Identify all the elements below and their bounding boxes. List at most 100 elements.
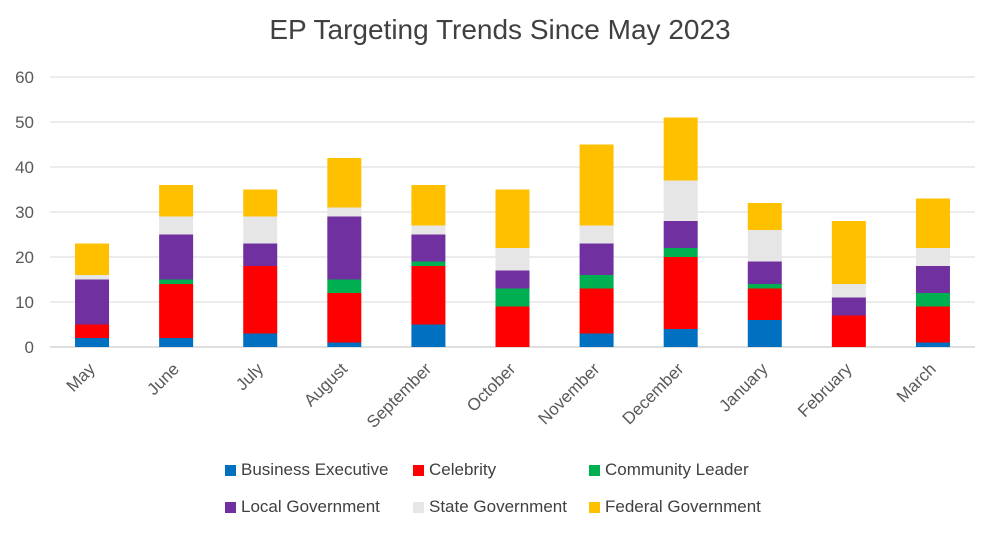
legend-label: State Government bbox=[429, 497, 567, 516]
legend-item: Federal Government bbox=[589, 497, 761, 517]
bar-segment bbox=[663, 221, 698, 248]
bar-segment bbox=[411, 266, 446, 325]
bar-segment bbox=[243, 216, 278, 244]
bar-segment bbox=[159, 284, 194, 338]
bar-segment bbox=[831, 297, 866, 316]
bar-segment bbox=[747, 284, 782, 289]
bar-segment bbox=[663, 257, 698, 329]
y-tick-label: 40 bbox=[15, 158, 34, 177]
bar-segment bbox=[327, 293, 362, 343]
bar-segment bbox=[159, 216, 194, 235]
x-tick-label: January bbox=[715, 359, 772, 416]
bar-segment bbox=[747, 320, 782, 347]
bar-segment bbox=[327, 216, 362, 280]
bar-segment bbox=[75, 338, 110, 347]
x-axis-tick-labels: May June July August September October Novembe… bbox=[63, 359, 940, 432]
bar-segment bbox=[75, 279, 110, 325]
bar-segment bbox=[831, 221, 866, 284]
bar-segment bbox=[75, 243, 110, 275]
bar-segment bbox=[747, 261, 782, 284]
x-tick-label: October bbox=[463, 359, 519, 415]
bar-segment bbox=[915, 342, 950, 347]
bar-segment bbox=[495, 288, 530, 307]
bar-segment bbox=[747, 203, 782, 230]
y-tick-label: 50 bbox=[15, 113, 34, 132]
x-tick-label: September bbox=[363, 359, 435, 431]
bar-segment bbox=[243, 243, 278, 266]
x-tick-label: November bbox=[535, 359, 604, 428]
bar-segment bbox=[159, 279, 194, 284]
y-tick-label: 20 bbox=[15, 248, 34, 267]
x-tick-label: August bbox=[300, 359, 351, 410]
legend-swatch bbox=[589, 501, 600, 513]
bar-segment bbox=[327, 158, 362, 208]
legend-label: Community Leader bbox=[605, 460, 749, 479]
bar-segment bbox=[327, 342, 362, 347]
bar-segment bbox=[915, 293, 950, 307]
bar-segment bbox=[915, 266, 950, 293]
bar-segment bbox=[915, 306, 950, 343]
y-tick-label: 60 bbox=[15, 68, 34, 87]
bar-segment bbox=[411, 234, 446, 262]
y-tick-label: 30 bbox=[15, 203, 34, 222]
bar-segment bbox=[495, 189, 530, 248]
x-tick-label: March bbox=[893, 359, 940, 406]
bar-segment bbox=[159, 338, 194, 347]
bar-segment bbox=[663, 180, 698, 221]
bar-segment bbox=[243, 266, 278, 334]
legend-swatch bbox=[225, 501, 236, 513]
chart-title: EP Targeting Trends Since May 2023 bbox=[269, 14, 731, 45]
legend-item: Local Government bbox=[225, 497, 380, 517]
legend-item: Celebrity bbox=[413, 460, 496, 480]
bar-segment bbox=[411, 324, 446, 347]
bar-segment bbox=[75, 275, 110, 280]
bar-segment bbox=[411, 185, 446, 226]
legend-swatch bbox=[413, 501, 424, 513]
y-axis-tick-labels: 0 10 20 30 40 50 60 bbox=[15, 68, 34, 357]
bar-segment bbox=[159, 234, 194, 280]
y-tick-label: 10 bbox=[15, 293, 34, 312]
bar-segment bbox=[579, 333, 614, 347]
bar-segment bbox=[579, 225, 614, 244]
bar-segment bbox=[915, 198, 950, 248]
bar-segment bbox=[663, 329, 698, 347]
bar-segment bbox=[159, 185, 194, 217]
bar-segment bbox=[663, 117, 698, 181]
bar-segment bbox=[243, 333, 278, 347]
legend-label: Federal Government bbox=[605, 497, 761, 516]
bar-segment bbox=[411, 225, 446, 235]
legend-swatch bbox=[413, 464, 424, 476]
legend-label: Local Government bbox=[241, 497, 380, 516]
bar-segment bbox=[579, 243, 614, 275]
legend-label: Business Executive bbox=[241, 460, 389, 479]
legend-swatch bbox=[225, 464, 236, 476]
bar-segment bbox=[327, 207, 362, 217]
legend-swatch bbox=[589, 464, 600, 476]
bar-segment bbox=[747, 230, 782, 262]
bar-segment bbox=[915, 248, 950, 266]
bar-segment bbox=[579, 275, 614, 289]
bar-segment bbox=[495, 270, 530, 289]
bar-segment bbox=[831, 284, 866, 298]
x-tick-label: June bbox=[143, 359, 183, 399]
bar-segment bbox=[243, 189, 278, 217]
bar-segment bbox=[663, 248, 698, 257]
bar-segment bbox=[495, 306, 530, 347]
bar-segment bbox=[579, 144, 614, 226]
bar-segment bbox=[831, 315, 866, 347]
y-tick-label: 0 bbox=[25, 338, 34, 357]
legend-label: Celebrity bbox=[429, 460, 497, 479]
x-tick-label: May bbox=[63, 359, 99, 395]
bar-segment bbox=[579, 288, 614, 334]
bar-segment bbox=[327, 279, 362, 293]
x-tick-label: July bbox=[232, 359, 267, 394]
legend-item: Community Leader bbox=[589, 460, 749, 480]
bar-segment bbox=[411, 261, 446, 266]
x-tick-label: December bbox=[619, 359, 688, 428]
bars bbox=[75, 117, 950, 347]
bar-segment bbox=[747, 288, 782, 320]
legend-item: State Government bbox=[413, 497, 567, 517]
bar-segment bbox=[495, 248, 530, 271]
legend-item: Business Executive bbox=[225, 460, 388, 480]
